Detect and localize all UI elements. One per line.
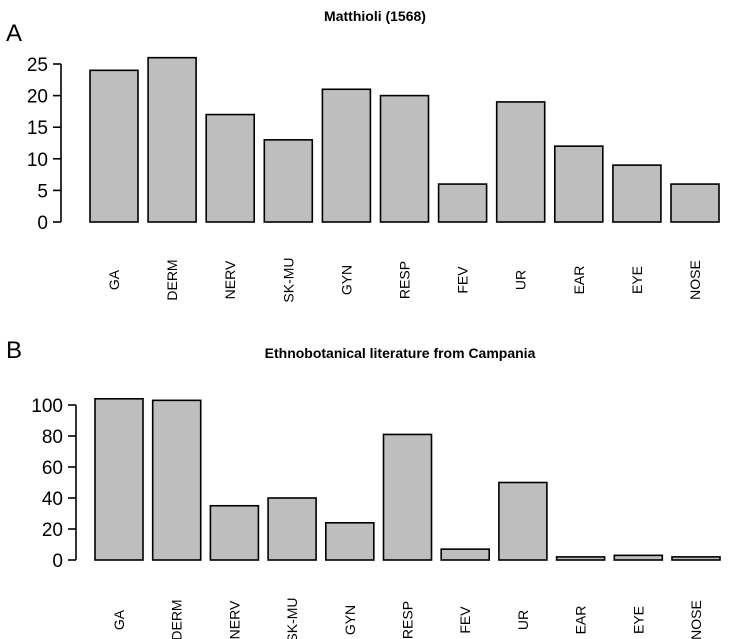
x-tick-label-gyn: GYN xyxy=(342,605,358,635)
bar-nose xyxy=(670,183,720,223)
panel-b-letter: B xyxy=(6,337,22,364)
bar-resp xyxy=(379,94,430,223)
x-tick-label-derm: DERM xyxy=(164,259,180,300)
y-tick-label: 5 xyxy=(37,181,48,202)
panel-a-title: Matthioli (1568) xyxy=(324,8,426,24)
x-tick-label-ear: EAR xyxy=(573,606,589,635)
panel-b-title: Ethnobotanical literature from Campania xyxy=(265,345,536,361)
x-tick-label-resp: RESP xyxy=(397,261,413,299)
x-tick-label-fev: FEV xyxy=(457,606,473,634)
bar-fev xyxy=(437,183,488,223)
bar-resp xyxy=(382,433,433,561)
x-tick-label-nerv: NERV xyxy=(226,600,242,639)
panel-a-x-tick-labels: GA DERM NERV SK-MU GYN RESP FEV UR EAR EYE NOSE xyxy=(106,257,703,302)
y-tick-label: 40 xyxy=(42,489,63,510)
bar-eye xyxy=(612,164,662,223)
x-tick-label-fev: FEV xyxy=(455,266,471,294)
y-tick-label: 100 xyxy=(31,396,63,417)
bar-gyn xyxy=(321,88,372,223)
panel-b-x-tick-labels: GA DERM NERV SK-MU GYN RESP FEV UR EAR EYE NOSE xyxy=(111,597,704,639)
x-tick-label-ga: GA xyxy=(106,269,122,290)
y-tick-label: 20 xyxy=(27,87,48,108)
panel-b-bars xyxy=(94,397,721,561)
bar-gyn xyxy=(324,521,375,561)
bar-fev xyxy=(440,548,491,561)
x-tick-label-eye: EYE xyxy=(629,266,645,294)
panel-b-y-axis: 0 20 40 60 80 100 xyxy=(31,396,77,572)
x-tick-label-ga: GA xyxy=(111,609,127,630)
y-tick-label: 0 xyxy=(37,213,48,234)
y-tick-label: 60 xyxy=(42,458,63,479)
x-tick-label-nose: NOSE xyxy=(687,260,703,300)
bar-eye xyxy=(613,554,664,561)
bar-ga xyxy=(89,69,139,223)
panel-a-y-axis: 0 5 10 15 20 25 xyxy=(27,55,62,234)
x-tick-label-sk-mu: SK-MU xyxy=(284,597,300,639)
panel-a-letter: A xyxy=(6,20,22,47)
panel-b: B Ethnobotanical literature from Campani… xyxy=(6,337,721,639)
x-tick-label-gyn: GYN xyxy=(338,265,354,295)
x-tick-label-ur: UR xyxy=(515,610,531,630)
bar-sk-mu xyxy=(267,497,317,561)
x-tick-label-eye: EYE xyxy=(630,606,646,634)
bar-ur xyxy=(495,101,546,223)
x-tick-label-nose: NOSE xyxy=(688,600,704,639)
bar-nerv xyxy=(205,113,255,223)
bar-ga xyxy=(94,397,144,561)
x-tick-label-sk-mu: SK-MU xyxy=(280,257,296,302)
y-tick-label: 25 xyxy=(27,55,48,76)
y-tick-label: 20 xyxy=(42,520,63,541)
bar-nose xyxy=(671,556,721,561)
y-tick-label: 0 xyxy=(52,551,63,572)
bar-ear xyxy=(553,145,604,223)
bar-nerv xyxy=(209,504,260,561)
x-tick-label-nerv: NERV xyxy=(222,260,238,299)
bar-sk-mu xyxy=(263,139,314,223)
bar-ear xyxy=(555,556,606,561)
y-tick-label: 80 xyxy=(42,427,63,448)
y-tick-label: 10 xyxy=(27,150,48,171)
bar-derm xyxy=(147,56,197,223)
panel-a: A Matthioli (1568) 0 5 10 15 20 25 GA DERM NERV… xyxy=(6,8,720,303)
panel-a-bars xyxy=(89,56,720,223)
x-tick-label-ur: UR xyxy=(513,270,529,290)
bar-ur xyxy=(498,481,548,561)
x-tick-label-derm: DERM xyxy=(169,599,185,639)
x-tick-label-resp: RESP xyxy=(400,601,416,639)
y-tick-label: 15 xyxy=(27,118,48,139)
bar-derm xyxy=(151,399,202,561)
x-tick-label-ear: EAR xyxy=(571,266,587,295)
